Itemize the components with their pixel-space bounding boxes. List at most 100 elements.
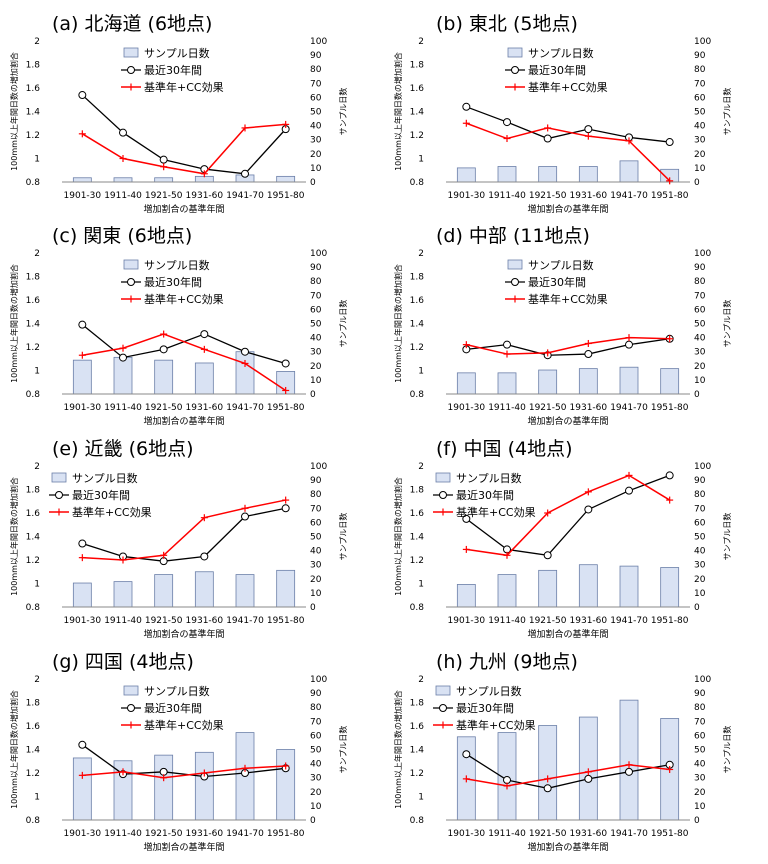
y-left-tick-label: 1.6: [410, 509, 425, 519]
y-right-tick-label: 30: [310, 136, 322, 146]
y-right-tick-label: 80: [694, 277, 706, 287]
x-tick-label: 1921-50: [145, 616, 183, 626]
bar: [113, 177, 133, 183]
y-left-tick-label: 2: [418, 37, 424, 47]
legend-recent-marker: [511, 66, 519, 74]
base-series-line: [81, 123, 286, 175]
legend-bar-label: サンプル日数: [528, 259, 594, 272]
y-left-tick-label: 1.6: [410, 722, 425, 732]
x-tick-label: 1931-60: [570, 403, 608, 413]
y-right-axis-title: サンプル日数: [338, 88, 348, 136]
x-tick-label: 1951-80: [651, 616, 689, 626]
y-right-tick-label: 0: [310, 390, 316, 400]
y-right-tick-label: 100: [694, 462, 711, 472]
legend-recent-label: 最近30年間: [456, 701, 514, 715]
chart-title: (f) 中国 (4地点): [436, 438, 573, 460]
bar: [276, 749, 296, 821]
y-right-tick-label: 50: [694, 108, 706, 118]
base-series-line: [466, 122, 671, 182]
bar: [619, 699, 639, 821]
y-right-tick-label: 70: [310, 291, 322, 301]
y-right-tick-label: 90: [694, 689, 706, 699]
x-tick-label: 1951-80: [267, 829, 305, 839]
y-right-tick-label: 70: [694, 79, 706, 89]
legend-bar-swatch: [123, 47, 139, 58]
legend-base-label: 基準年+CC効果: [144, 292, 224, 306]
legend-base-label: 基準年+CC効果: [528, 292, 608, 306]
x-tick-label: 1931-60: [570, 191, 608, 201]
base-series-point: [282, 496, 290, 504]
base-series-point: [160, 163, 168, 171]
bar: [235, 574, 255, 608]
x-tick-label: 1911-40: [488, 403, 526, 413]
y-right-tick-label: 40: [694, 122, 706, 132]
base-series-point: [584, 339, 592, 347]
y-left-axis-title: 100mm以上年間日数の増加割合: [9, 52, 19, 171]
y-left-tick-label: 1: [34, 793, 40, 803]
legend-bar-swatch: [51, 472, 67, 483]
recent-series-point: [584, 125, 593, 134]
legend-recent-label: 最近30年間: [528, 275, 586, 289]
bar: [578, 368, 598, 395]
x-tick-label: 1951-80: [267, 191, 305, 201]
recent-series-line: [82, 507, 286, 562]
x-tick-label: 1921-50: [529, 616, 567, 626]
bar: [497, 166, 517, 183]
x-axis-title: 増加割合の基準年間: [527, 841, 608, 853]
bar: [660, 368, 680, 395]
y-right-tick-label: 40: [310, 547, 322, 557]
y-left-tick-label: 2: [34, 675, 40, 685]
y-left-tick-label: 1.8: [410, 699, 425, 709]
y-right-tick-label: 20: [694, 150, 706, 160]
y-left-tick-label: 1.6: [410, 296, 425, 306]
y-left-tick-label: 0.8: [26, 178, 41, 188]
y-right-tick-label: 40: [694, 334, 706, 344]
y-right-tick-label: 90: [694, 476, 706, 486]
chart-title: (e) 近畿 (6地点): [52, 438, 194, 460]
bar: [72, 177, 92, 183]
legend-base-label: 基準年+CC効果: [72, 505, 152, 519]
base-series-point: [282, 386, 290, 394]
recent-series-point: [78, 91, 87, 100]
base-series-point: [241, 504, 249, 512]
y-right-tick-label: 30: [310, 561, 322, 571]
bar: [194, 571, 214, 608]
x-tick-label: 1901-30: [448, 191, 486, 201]
y-right-tick-label: 40: [694, 547, 706, 557]
bar: [154, 177, 174, 183]
x-tick-label: 1931-60: [186, 616, 224, 626]
chart-panel: (f) 中国 (4地点)0.811.21.41.61.8201020304050…: [393, 438, 732, 640]
x-tick-label: 1931-60: [186, 191, 224, 201]
y-left-tick-label: 1.2: [410, 343, 424, 353]
base-series-point: [241, 359, 249, 367]
y-right-tick-label: 90: [310, 476, 322, 486]
y-left-tick-label: 1: [34, 367, 40, 377]
y-right-axis-title: サンプル日数: [722, 88, 732, 136]
y-left-tick-label: 1.4: [26, 746, 41, 756]
y-right-tick-label: 40: [310, 334, 322, 344]
y-right-tick-label: 30: [694, 774, 706, 784]
y-right-tick-label: 20: [694, 788, 706, 798]
bar: [113, 581, 133, 608]
y-right-tick-label: 100: [694, 675, 711, 685]
y-left-tick-label: 1.6: [410, 84, 425, 94]
y-left-tick-label: 1.8: [26, 699, 41, 709]
legend-base-label: 基準年+CC効果: [528, 80, 608, 94]
x-tick-label: 1911-40: [488, 191, 526, 201]
base-series-point: [544, 509, 552, 517]
x-tick-label: 1921-50: [529, 403, 567, 413]
bar: [578, 564, 598, 608]
y-right-tick-label: 0: [310, 603, 316, 613]
legend-recent-marker: [55, 491, 63, 499]
base-series-point: [625, 761, 633, 769]
bar: [538, 369, 558, 395]
recent-series-point: [625, 486, 633, 495]
y-left-axis-title: 100mm以上年間日数の増加割合: [9, 264, 19, 383]
x-tick-label: 1941-70: [226, 616, 264, 626]
base-series-point: [119, 768, 127, 776]
y-right-tick-label: 90: [310, 263, 322, 273]
recent-series-point: [584, 774, 593, 783]
